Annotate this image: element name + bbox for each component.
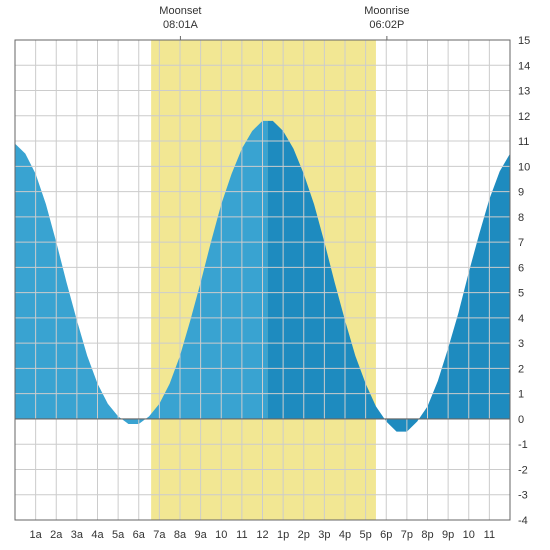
y-tick-label: 0	[518, 414, 524, 426]
x-tick-label: 5a	[112, 529, 125, 541]
y-tick-label: 1	[518, 389, 524, 401]
annotation-label: Moonrise	[364, 5, 409, 17]
x-tick-label: 10	[215, 529, 227, 541]
y-tick-label: 4	[518, 313, 524, 325]
y-tick-label: 14	[518, 60, 530, 72]
x-tick-label: 8a	[174, 529, 187, 541]
annotation-label: Moonset	[159, 5, 201, 17]
y-tick-label: 6	[518, 262, 524, 274]
x-tick-label: 4a	[91, 529, 104, 541]
y-tick-label: 8	[518, 212, 524, 224]
x-tick-label: 3p	[318, 529, 330, 541]
x-tick-label: 12	[256, 529, 268, 541]
y-tick-label: 12	[518, 111, 530, 123]
y-tick-label: 10	[518, 161, 530, 173]
x-tick-label: 1a	[30, 529, 43, 541]
x-tick-label: 9a	[195, 529, 208, 541]
x-tick-label: 6p	[380, 529, 392, 541]
y-tick-label: 7	[518, 237, 524, 249]
y-tick-label: 11	[518, 136, 529, 148]
x-tick-label: 7p	[401, 529, 413, 541]
x-tick-label: 11	[484, 529, 495, 541]
y-tick-label: -3	[518, 490, 528, 502]
y-tick-label: -4	[518, 515, 528, 527]
annotation-time: 08:01A	[163, 19, 199, 31]
x-tick-label: 6a	[133, 529, 146, 541]
tide-chart: -4-3-2-101234567891011121314151a2a3a4a5a…	[0, 0, 550, 550]
x-tick-label: 5p	[360, 529, 372, 541]
x-tick-label: 1p	[277, 529, 289, 541]
x-tick-label: 7a	[153, 529, 166, 541]
x-tick-label: 2a	[50, 529, 63, 541]
y-tick-label: 3	[518, 338, 524, 350]
y-tick-label: -2	[518, 464, 528, 476]
y-tick-label: 9	[518, 187, 524, 199]
x-tick-label: 10	[463, 529, 475, 541]
x-tick-label: 4p	[339, 529, 351, 541]
x-tick-label: 3a	[71, 529, 84, 541]
y-tick-label: 5	[518, 288, 524, 300]
x-tick-label: 2p	[298, 529, 310, 541]
x-tick-label: 9p	[442, 529, 454, 541]
y-tick-label: 15	[518, 35, 530, 47]
x-tick-label: 11	[236, 529, 247, 541]
x-tick-label: 8p	[421, 529, 433, 541]
y-tick-label: -1	[518, 439, 528, 451]
annotation-time: 06:02P	[369, 19, 404, 31]
y-tick-label: 2	[518, 363, 524, 375]
y-tick-label: 13	[518, 86, 530, 98]
